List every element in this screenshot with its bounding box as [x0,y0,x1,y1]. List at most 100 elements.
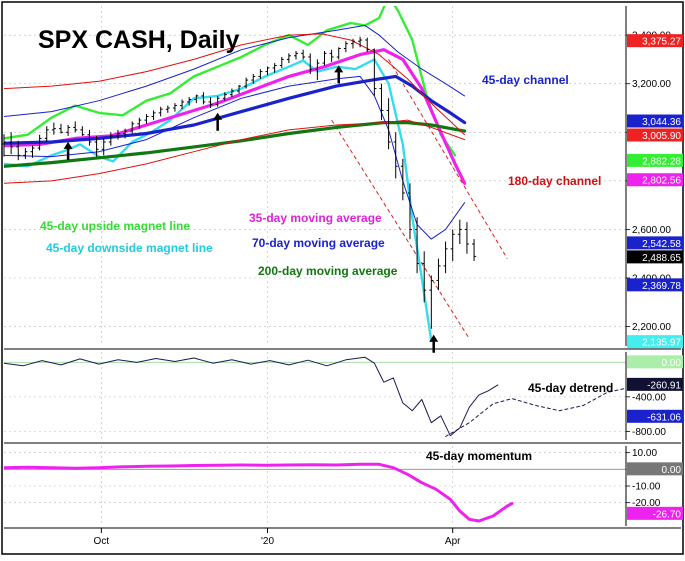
price-bar [265,66,270,76]
svg-text:3,375.27: 3,375.27 [642,37,681,48]
price-bar [194,94,199,104]
price-bar [393,132,398,179]
annotation-label: 35-day moving average [249,211,382,225]
value-label: 2,542.58 [627,236,683,250]
price-bar [9,132,14,155]
y-tick-label: 10.00 [632,448,657,459]
price-bar [322,50,327,66]
value-label: -631.06 [627,409,683,423]
price-bar [151,110,156,121]
price-bar [472,239,477,261]
annotation-label: 200-day moving average [258,264,398,278]
svg-text:2,802.56: 2,802.56 [642,176,681,187]
panel-label: 45-day detrend [528,381,613,395]
price-bar [37,134,42,151]
price-bar [201,92,206,105]
price-bar [208,97,213,108]
x-tick-label: '20 [261,536,274,547]
series-35-day-moving-average [4,48,467,185]
svg-text:3,005.90: 3,005.90 [642,131,681,142]
price-bar [158,106,163,117]
price-bar [144,114,149,124]
price-bar [244,77,249,89]
price-bar [450,229,455,261]
x-tick-label: Oct [94,536,110,547]
svg-text:2,542.58: 2,542.58 [642,239,681,250]
y-tick-label: -800.00 [632,427,666,438]
svg-text:0.00: 0.00 [662,358,682,369]
price-bar [464,222,469,254]
price-bar [343,41,348,53]
value-label: 2,135.97 [627,335,683,349]
price-bar [308,53,313,74]
svg-text:-631.06: -631.06 [647,412,681,423]
y-tick-label: -10.00 [632,482,661,493]
series-180-day-channel-lower [4,119,466,184]
svg-text:2,882.28: 2,882.28 [642,156,681,167]
svg-text:2,369.78: 2,369.78 [642,281,681,292]
chart-title: SPX CASH, Daily [38,26,240,54]
price-bar [222,92,227,101]
series-45-day-channel-lower [4,75,466,240]
series-45-day-downside-magnet-line [4,58,433,343]
price-bar [386,98,391,150]
price-bar [229,88,234,98]
price-bar [123,128,128,139]
price-bar [58,123,63,134]
price-bar [336,47,341,60]
price-bar [315,59,320,81]
y-tick-label: 2,200.00 [632,322,671,333]
y-tick-label: -400.00 [632,392,666,403]
price-bar [436,258,441,291]
annotation-label: 45-day upside magnet line [40,219,190,233]
price-bar [44,126,49,142]
price-bar [286,53,291,64]
trend-line [331,119,470,339]
value-label: 3,044.36 [627,114,683,128]
series-45-day-upside-magnet-line [4,6,457,157]
series-200-day-moving-average [4,121,467,168]
price-bar [301,49,306,60]
value-label: 2,882.28 [627,153,683,167]
price-bar [130,121,135,134]
price-bar [80,126,85,136]
price-bar [51,122,56,135]
price-bar [279,57,284,68]
price-bar [407,183,412,240]
price-bar [16,140,21,161]
svg-text:2,135.97: 2,135.97 [642,338,681,349]
price-bar [365,37,370,53]
annotation-label: 45-day channel [482,73,569,87]
price-bar [258,69,263,79]
value-label: 2,488.65 [627,250,683,264]
arrow-up-icon [334,65,344,84]
price-bar [329,49,334,62]
price-bar [30,145,35,158]
panel-label: 45-day momentum [426,449,532,463]
price-bar [358,36,363,48]
price-bar [115,129,120,140]
annotation-label: 180-day channel [508,174,601,188]
value-label: 0.00 [627,462,683,476]
price-bar [66,125,71,136]
svg-text:3,044.36: 3,044.36 [642,117,681,128]
price-bar [237,84,242,94]
trend-line [388,59,508,259]
value-label: 3,375.27 [627,34,683,48]
price-bar [101,138,106,156]
annotation-label: 70-day moving average [252,236,385,250]
value-label: 2,802.56 [627,173,683,187]
price-bar [108,132,113,146]
price-bar [400,159,405,201]
price-bar [415,217,420,274]
series-70-day-moving-average [4,74,467,145]
y-tick-label: -20.00 [632,498,661,509]
series-180-day-channel-upper [4,33,466,136]
price-bar [215,95,220,107]
price-bar [165,105,170,113]
y-tick-label: 3,200.00 [632,79,671,90]
price-bar [251,74,256,84]
price-bar [379,83,384,121]
